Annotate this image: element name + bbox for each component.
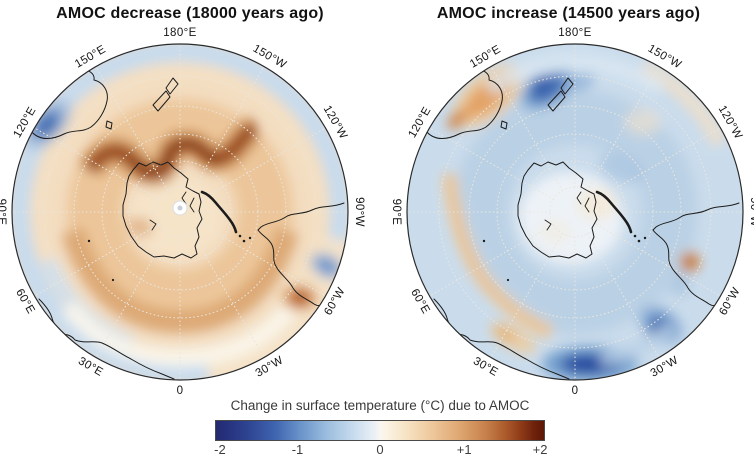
panel-title-right: AMOC increase (14500 years ago)	[436, 5, 701, 22]
lon-label: 0	[572, 385, 579, 397]
colorbar-tick: -1	[291, 442, 304, 457]
map-panel-amoc-decrease: 180°E 150°W 120°W 90°W 60°W 30°W 0 30°E …	[0, 27, 365, 397]
temperature-field-left	[12, 44, 348, 380]
temperature-field-right	[407, 44, 743, 380]
colorbar-title: Change in surface temperature (°C) due t…	[230, 398, 530, 413]
colorbar-tick: +2	[532, 442, 548, 457]
map-boundary-circle	[11, 43, 349, 381]
lon-label: 180°E	[558, 27, 591, 39]
colorbar: Change in surface temperature (°C) due t…	[214, 398, 548, 460]
colorbar-tick: -2	[214, 442, 226, 457]
colorbar-tick: 0	[376, 442, 384, 457]
panel-title-left: AMOC decrease (18000 years ago)	[56, 5, 324, 22]
lon-label: 90°E	[0, 199, 7, 226]
colorbar-gradient	[215, 420, 545, 441]
map-panel-amoc-increase: 180°E 150°W 120°W 90°W 60°W 30°W 0 30°E …	[390, 27, 754, 397]
lon-label: 90°E	[390, 199, 402, 226]
colorbar-tick: +1	[456, 442, 472, 457]
lon-label: 180°E	[163, 27, 196, 39]
lon-label: 90°W	[748, 197, 754, 227]
lon-label: 90°W	[353, 197, 365, 227]
map-boundary-circle	[406, 43, 744, 381]
south-pole-marker	[172, 200, 188, 216]
lon-label: 0	[177, 385, 184, 397]
